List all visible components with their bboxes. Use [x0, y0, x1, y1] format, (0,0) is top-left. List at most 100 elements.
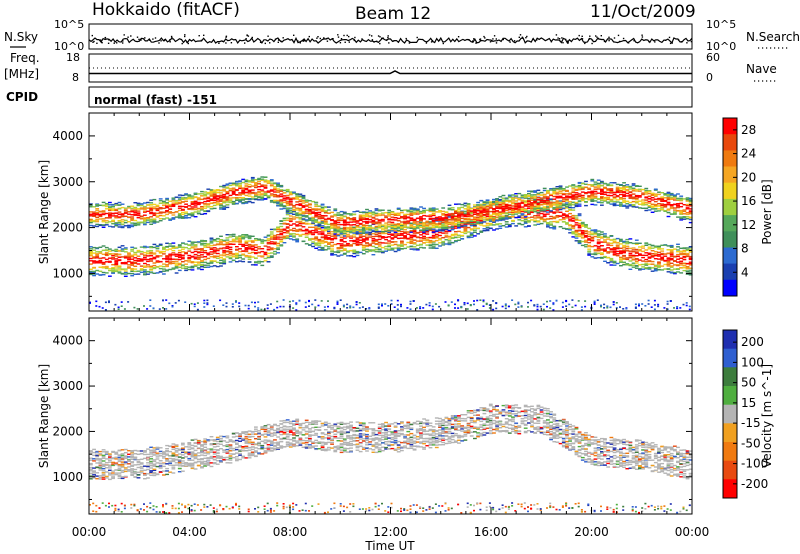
- echo-cell: [292, 204, 296, 207]
- noise-search-dot: [430, 41, 433, 43]
- echo-cell: [235, 254, 239, 257]
- echo-cell: [501, 225, 506, 227]
- echo-cell: [311, 226, 315, 229]
- echo-cell: [396, 247, 401, 249]
- echo-cell: [514, 225, 519, 227]
- echo-cell: [127, 224, 131, 227]
- echo-cell: [615, 244, 620, 246]
- echo-cell: [492, 208, 496, 210]
- echo-cell: [501, 215, 506, 217]
- echo-cell: [327, 217, 331, 220]
- echo-cell: [593, 200, 598, 202]
- echo-cell: [361, 240, 366, 242]
- echo-cell: [282, 229, 287, 231]
- echo-cell: [415, 221, 420, 223]
- echo-cell: [504, 226, 509, 228]
- echo-cell: [298, 210, 303, 212]
- echo-cell: [447, 229, 452, 232]
- echo-cell: [577, 240, 582, 242]
- echo-cell: [276, 196, 280, 198]
- echo-cell: [238, 240, 242, 242]
- echo-cell: [342, 230, 347, 232]
- echo-cell: [555, 221, 560, 224]
- echo-cell: [625, 263, 630, 265]
- echo-cell: [485, 222, 490, 225]
- echo-cell: [419, 206, 423, 208]
- echo-cell: [235, 246, 239, 248]
- echo-cell: [600, 188, 604, 191]
- echo-cell: [209, 199, 214, 202]
- echo-cell: [298, 230, 303, 232]
- echo-cell: [454, 211, 458, 214]
- echo-cell: [298, 195, 303, 197]
- echo-cell: [571, 209, 576, 211]
- echo-cell: [196, 251, 201, 253]
- echo-cell: [333, 215, 338, 217]
- echo-cell: [393, 241, 398, 243]
- echo-cell: [323, 229, 328, 231]
- echo-cell: [400, 216, 404, 218]
- echo-cell: [473, 229, 477, 231]
- echo-cell: [95, 204, 100, 206]
- echo-cell: [584, 224, 588, 226]
- echo-cell: [552, 212, 557, 214]
- echo-cell: [428, 247, 433, 249]
- echo-cell: [590, 200, 595, 203]
- echo-cell: [222, 249, 227, 252]
- echo-cell: [257, 309, 260, 311]
- echo-cell: [574, 304, 577, 307]
- echo-cell: [336, 231, 341, 233]
- echo-cell: [203, 210, 208, 213]
- noise-search-dot: [608, 36, 610, 38]
- echo-cell: [130, 263, 135, 266]
- echo-cell: [428, 222, 433, 224]
- echo-cell: [561, 301, 564, 304]
- echo-cell: [285, 237, 290, 239]
- echo-cell: [273, 186, 277, 188]
- echo-cell: [269, 179, 274, 181]
- echo-cell: [361, 244, 366, 247]
- echo-cell: [441, 229, 446, 231]
- echo-cell: [165, 258, 169, 260]
- echo-cell: [342, 237, 347, 239]
- echo-cell: [476, 208, 480, 210]
- echo-cell: [384, 230, 388, 233]
- echo-cell: [257, 248, 261, 250]
- echo-cell: [542, 220, 547, 222]
- echo-cell: [622, 201, 626, 204]
- echo-cell: [130, 246, 135, 249]
- echo-cell: [136, 210, 141, 212]
- echo-cell: [263, 194, 268, 197]
- echo-cell: [390, 247, 395, 250]
- echo-cell: [434, 220, 439, 222]
- echo-cell: [247, 180, 252, 182]
- echo-cell: [238, 192, 242, 194]
- echo-cell: [555, 195, 560, 198]
- echo-cell: [196, 210, 201, 212]
- echo-cell: [228, 254, 233, 256]
- echo-cell: [463, 223, 468, 226]
- echo-cell: [111, 253, 115, 255]
- echo-cell: [428, 239, 433, 242]
- echo-cell: [466, 221, 471, 223]
- echo-cell: [177, 258, 182, 261]
- echo-cell: [203, 207, 208, 209]
- echo-cell: [92, 225, 96, 227]
- echo-cell: [133, 265, 138, 268]
- echo-cell: [190, 269, 195, 271]
- echo-cell: [285, 209, 290, 211]
- noise-search-dot: [282, 37, 284, 39]
- echo-cell: [498, 218, 503, 220]
- echo-cell: [501, 207, 506, 210]
- echo-cell: [288, 300, 291, 303]
- echo-cell: [523, 209, 528, 211]
- echo-cell: [409, 222, 414, 225]
- echo-cell: [311, 303, 314, 306]
- echo-cell: [546, 224, 550, 226]
- echo-cell: [507, 196, 512, 199]
- echo-cell: [117, 267, 122, 269]
- echo-cell: [539, 222, 544, 225]
- echo-cell: [203, 306, 206, 308]
- echo-cell: [549, 227, 553, 229]
- echo-cell: [193, 206, 198, 208]
